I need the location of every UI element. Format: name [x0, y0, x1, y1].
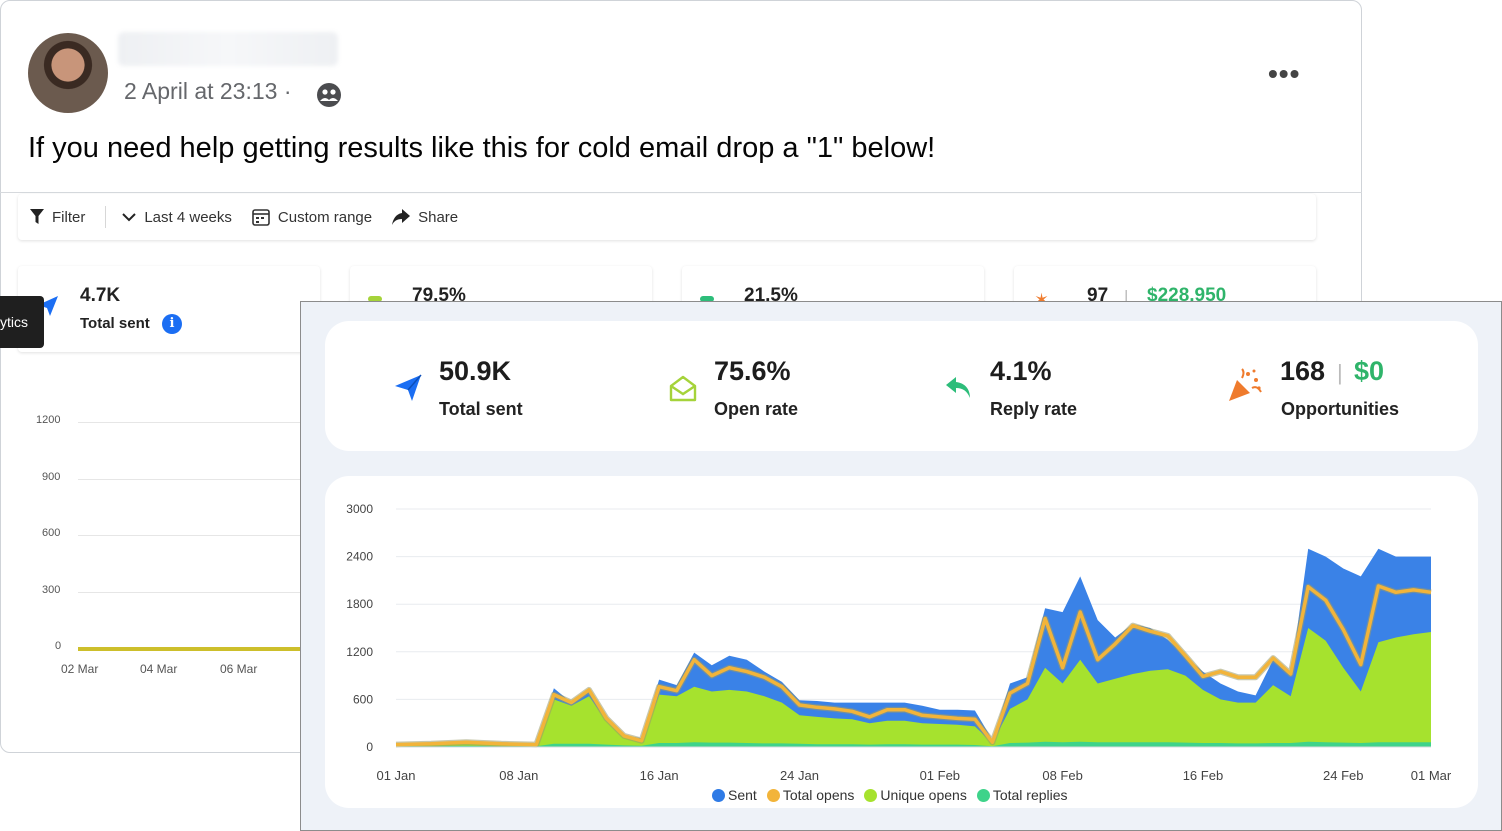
legend-label: Sent [728, 787, 757, 803]
old-y-tick: 900 [42, 471, 61, 483]
x-tick-label: 08 Jan [499, 768, 538, 783]
paper-plane-icon [38, 296, 58, 316]
reply-rate-value: 4.1% [990, 356, 1052, 386]
friends-privacy-icon [317, 83, 341, 107]
series-total-opens-line [395, 584, 1432, 747]
opportunities-separator: | [1337, 360, 1343, 385]
chart-legend: Sent Total opens Unique opens Total repl… [712, 787, 1068, 803]
total-sent-value: 50.9K [439, 356, 512, 386]
series-total-replies-area [396, 741, 1431, 747]
legend-sent[interactable]: Sent [712, 787, 757, 803]
legend-total-replies[interactable]: Total replies [976, 787, 1068, 803]
old-gridline [78, 422, 302, 423]
analytics-toolbar: Filter Last 4 weeks Custom range Share [18, 194, 1316, 240]
old-x-tick: 02 Mar [61, 662, 99, 676]
legend-label: Total replies [992, 787, 1068, 803]
post-divider [0, 192, 1362, 193]
y-tick-label: 0 [366, 740, 373, 754]
y-tick-label: 2400 [346, 550, 373, 564]
opportunities-label: Opportunities [1281, 399, 1399, 419]
y-tick-label: 1800 [346, 597, 373, 611]
reply-rate-label: Reply rate [990, 399, 1078, 419]
custom-range-label: Custom range [277, 208, 373, 226]
old-y-tick: 0 [55, 640, 62, 652]
old-x-tick: 06 Mar [220, 662, 258, 676]
old-y-tick: 1200 [36, 414, 61, 426]
total-sent-label: Total sent [439, 399, 523, 419]
period-select[interactable]: Last 4 weeks [122, 209, 232, 226]
party-popper-icon [1229, 368, 1262, 401]
open-rate-value: 75.6% [714, 356, 791, 386]
reply-arrow-icon [700, 296, 714, 302]
y-tick-label: 1200 [346, 645, 373, 659]
x-tick-label: 24 Feb [1323, 768, 1363, 783]
share-label: Share [418, 208, 459, 226]
more-options-icon[interactable]: ••• [1268, 58, 1301, 89]
x-tick-label: 16 Jan [640, 768, 679, 783]
legend-dot [864, 788, 878, 802]
x-tick-label: 08 Feb [1042, 768, 1082, 783]
toolbar-divider [105, 206, 107, 228]
legend-label: Total opens [782, 787, 855, 803]
share-icon [392, 209, 411, 225]
envelope-open-icon [368, 296, 382, 302]
y-tick-label: 600 [353, 692, 373, 706]
author-name-redacted [118, 32, 338, 66]
old-sent-label: Total sent [80, 315, 150, 332]
legend-dot [976, 788, 990, 802]
reply-arrow-icon [946, 377, 970, 398]
legend-dot [712, 788, 725, 802]
x-tick-label: 16 Feb [1183, 768, 1223, 783]
open-rate-label: Open rate [714, 399, 799, 419]
y-tick-label: 3000 [346, 502, 373, 516]
chart-card [325, 476, 1478, 808]
legend-dot [766, 788, 780, 802]
old-y-tick: 300 [42, 584, 61, 596]
stats-card [325, 321, 1478, 451]
x-tick-label: 01 Feb [920, 768, 960, 783]
legend-total-opens[interactable]: Total opens [766, 787, 855, 803]
filter-label: Filter [52, 208, 86, 226]
x-tick-label: 24 Jan [780, 768, 819, 783]
opportunities-value: 168 [1280, 356, 1326, 386]
envelope-open-icon [669, 375, 697, 402]
old-gridline [78, 479, 302, 480]
old-opp-value: 97 [1087, 285, 1109, 306]
old-opp-separator: | [1124, 287, 1129, 306]
avatar[interactable] [28, 33, 108, 113]
paper-plane-icon [395, 374, 422, 401]
old-series-line [78, 647, 302, 651]
old-open-value: 79.5% [412, 285, 466, 306]
old-stat-card-sent [18, 266, 320, 352]
filter-icon [30, 209, 44, 224]
series-unique-opens-area [396, 628, 1431, 747]
old-x-tick: 04 Mar [140, 662, 178, 676]
x-tick-label: 01 Mar [1411, 768, 1452, 783]
share-button[interactable]: Share [392, 209, 458, 226]
info-icon[interactable]: i [162, 314, 182, 334]
chevron-down-icon [122, 213, 137, 222]
old-gridline [78, 592, 302, 593]
calendar-icon [252, 209, 270, 226]
old-reply-value: 21.5% [744, 285, 798, 306]
area-chart: 0 600 1200 1800 2400 3000 01 Jan 08 Jan 16 Jan 24… [346, 502, 1452, 783]
post-text: If you need help getting results like th… [28, 132, 936, 164]
opportunities-money: $0 [1354, 356, 1385, 386]
old-sent-value: 4.7K [80, 285, 121, 306]
old-opp-money: $228,950 [1147, 285, 1227, 306]
custom-range-button[interactable]: Custom range [252, 208, 372, 226]
old-gridline [78, 535, 302, 536]
period-label: Last 4 weeks [144, 208, 232, 226]
filter-button[interactable]: Filter [30, 209, 85, 226]
legend-label: Unique opens [880, 787, 967, 803]
x-tick-label: 01 Jan [376, 768, 415, 783]
legend-unique-opens[interactable]: Unique opens [864, 787, 967, 803]
post-timestamp[interactable]: 2 April at 23:13 · [124, 78, 292, 104]
old-y-tick: 600 [42, 527, 61, 539]
sidebar-tooltip: ytics [0, 296, 44, 348]
